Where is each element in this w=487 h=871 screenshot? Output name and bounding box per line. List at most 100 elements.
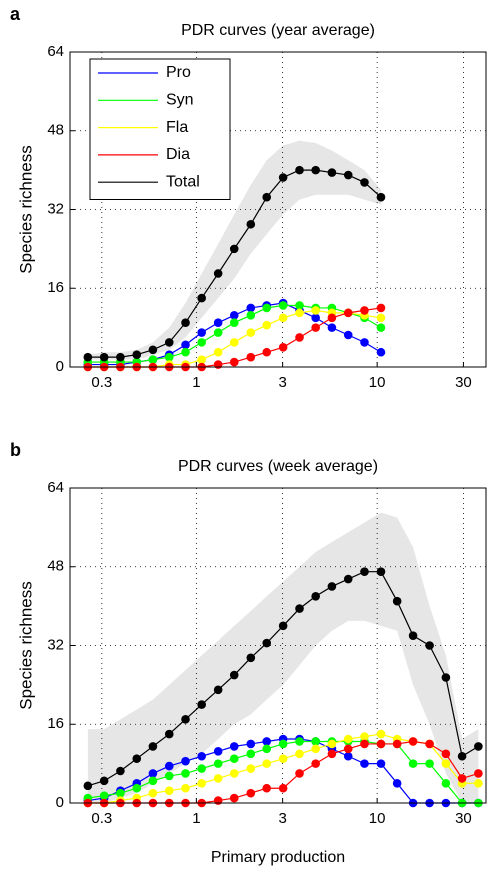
data-point — [441, 673, 451, 682]
data-point — [376, 729, 386, 739]
x-tick-label: 10 — [369, 810, 386, 827]
data-point — [229, 311, 239, 320]
data-point — [295, 604, 304, 613]
data-point — [148, 355, 158, 364]
chart-title: PDR curves (year average) — [181, 22, 375, 39]
data-point — [262, 783, 272, 793]
data-point — [229, 670, 239, 680]
data-point — [360, 178, 369, 187]
data-point — [197, 338, 206, 347]
data-point — [343, 308, 353, 318]
data-point — [376, 347, 386, 357]
data-point — [262, 638, 272, 648]
data-point — [343, 751, 353, 761]
data-point — [360, 306, 369, 315]
data-point — [262, 759, 272, 768]
x-tick-label: 30 — [455, 810, 472, 827]
data-point — [360, 338, 369, 347]
data-point — [343, 744, 353, 754]
data-point — [311, 737, 320, 746]
data-point — [229, 793, 239, 803]
data-point — [262, 347, 272, 357]
data-point — [148, 345, 158, 355]
x-tick-label: 0.3 — [91, 374, 112, 391]
data-point — [181, 340, 190, 350]
data-point — [311, 744, 320, 754]
data-point — [246, 764, 256, 773]
data-point — [376, 192, 386, 202]
y-tick-label: 48 — [47, 122, 64, 139]
legend-label: Syn — [166, 92, 194, 109]
data-point — [116, 788, 125, 798]
y-tick-label: 16 — [47, 279, 64, 296]
data-point — [246, 739, 256, 749]
data-point — [278, 173, 288, 182]
data-point — [425, 759, 434, 768]
data-point — [99, 776, 109, 786]
data-point — [132, 754, 142, 764]
data-point — [246, 788, 256, 798]
data-point — [213, 774, 223, 783]
data-point — [148, 742, 158, 751]
panel-letter: b — [10, 440, 21, 460]
data-point — [181, 347, 190, 357]
data-point — [262, 737, 272, 746]
data-point — [229, 318, 239, 328]
data-point — [246, 328, 256, 337]
data-point — [213, 360, 223, 369]
data-point — [311, 313, 320, 323]
data-point — [116, 352, 125, 362]
data-point — [295, 301, 304, 310]
data-point — [213, 347, 223, 357]
data-point — [457, 774, 467, 783]
data-point — [441, 759, 451, 768]
data-point — [262, 744, 272, 754]
data-point — [181, 783, 190, 793]
data-point — [164, 338, 174, 347]
data-point — [132, 783, 142, 793]
data-point — [197, 328, 206, 337]
data-point — [392, 779, 402, 788]
y-tick-label: 0 — [56, 794, 64, 811]
data-point — [229, 742, 239, 751]
panel-letter: a — [10, 4, 21, 24]
data-point — [311, 323, 320, 332]
data-point — [360, 739, 369, 749]
y-tick-label: 32 — [47, 636, 64, 653]
y-tick-label: 0 — [56, 358, 64, 375]
data-point — [376, 313, 386, 323]
data-point — [164, 771, 174, 781]
data-point — [83, 781, 93, 791]
x-tick-label: 1 — [192, 810, 200, 827]
data-point — [343, 170, 353, 180]
legend-box — [89, 58, 231, 200]
data-point — [457, 751, 467, 761]
data-point — [197, 700, 206, 709]
data-point — [246, 303, 256, 313]
plot-frame — [69, 51, 487, 368]
data-point — [474, 769, 483, 778]
data-point — [295, 737, 304, 746]
data-point — [181, 715, 190, 724]
data-point — [278, 621, 288, 631]
data-point — [278, 739, 288, 749]
data-point — [343, 574, 353, 584]
data-point — [83, 352, 93, 362]
data-point — [311, 306, 320, 315]
x-tick-label: 3 — [278, 374, 286, 391]
data-point — [197, 355, 206, 364]
legend: Pro Syn Fla Dia Total — [89, 58, 231, 200]
data-point — [295, 165, 304, 175]
data-point — [295, 749, 304, 759]
data-point — [392, 596, 402, 606]
data-point — [278, 301, 288, 310]
data-point — [327, 323, 337, 332]
data-point — [376, 739, 386, 749]
data-point — [295, 769, 304, 778]
data-point — [246, 311, 256, 320]
chart-title: PDR curves (week average) — [178, 458, 378, 475]
data-point — [213, 747, 223, 756]
legend-label: Total — [166, 173, 200, 190]
data-point — [246, 749, 256, 759]
data-point — [229, 338, 239, 347]
